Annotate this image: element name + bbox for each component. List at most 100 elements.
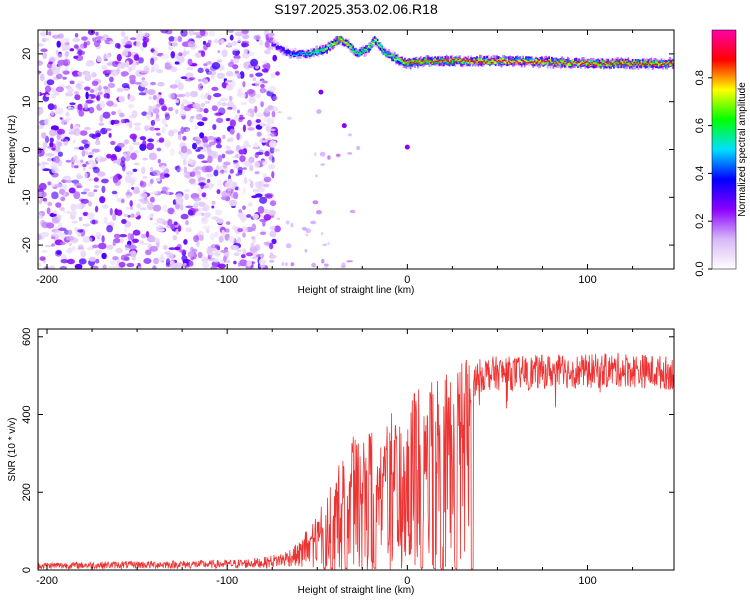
ridge-cell — [393, 58, 396, 60]
noise-blob — [71, 210, 77, 216]
ridge-cell — [525, 62, 527, 64]
noise-blob — [215, 144, 222, 149]
noise-blob — [65, 235, 75, 241]
noise-blob — [252, 238, 256, 243]
ridge-cell — [551, 57, 553, 64]
noise-blob — [197, 154, 205, 160]
noise-blob — [226, 145, 232, 151]
ridge-cell — [372, 43, 375, 45]
ridge-cell — [633, 62, 635, 67]
ridge-cell — [355, 52, 357, 55]
noise-blob — [269, 146, 275, 154]
ridge-cell — [522, 60, 524, 62]
noise-blob — [150, 119, 156, 126]
ridge-cell — [504, 60, 507, 64]
noise-blob — [38, 91, 41, 97]
ridge-cell — [308, 54, 311, 57]
noise-blob — [185, 220, 189, 226]
ridge-cell — [454, 58, 457, 62]
noise-blob — [221, 49, 228, 57]
ridge-cell — [323, 49, 326, 52]
noise-blob — [92, 166, 98, 170]
noise-blob — [101, 66, 108, 71]
ridge-cell — [564, 60, 566, 62]
noise-blob — [120, 71, 129, 77]
noise-blob — [124, 44, 132, 49]
noise-blob — [38, 215, 44, 219]
noise-blob — [72, 73, 79, 77]
noise-blob — [150, 57, 155, 66]
noise-blob — [51, 67, 61, 74]
noise-blob — [122, 39, 126, 48]
noise-blob — [348, 260, 354, 263]
ridge-cell — [386, 55, 389, 57]
noise-blob — [169, 84, 178, 89]
noise-blob — [55, 202, 62, 208]
noise-blob — [242, 33, 250, 40]
ridge-cell — [584, 61, 586, 64]
ridge-cell — [362, 50, 364, 52]
ridge-cell — [297, 50, 300, 54]
noise-blob — [241, 30, 249, 35]
noise-blob — [264, 150, 270, 157]
noise-blob — [216, 179, 224, 187]
noise-blob — [55, 73, 63, 80]
ridge-cell — [321, 47, 324, 51]
ridge-cell — [404, 59, 406, 62]
noise-blob — [72, 139, 76, 144]
noise-blob — [214, 112, 223, 117]
snr-panel: -200 -100 0 100 0 200 400 600 Height of straigh… — [7, 328, 675, 596]
noise-blob — [150, 166, 154, 173]
noise-blob — [62, 175, 71, 181]
noise-blob — [240, 254, 246, 259]
noise-blob — [248, 156, 255, 164]
ridge-cell — [499, 60, 501, 63]
y-tick-label: -20 — [21, 237, 33, 253]
noise-blob — [232, 64, 239, 70]
ridge-cell — [670, 62, 673, 64]
ridge-cell — [283, 47, 285, 51]
ridge-cell — [483, 60, 486, 62]
noise-blob — [50, 93, 57, 99]
noise-blob — [59, 241, 66, 246]
ridge-cell — [430, 61, 432, 64]
ridge-cell — [493, 59, 496, 61]
noise-blob — [184, 193, 189, 200]
noise-blob — [117, 142, 125, 148]
noise-blob — [160, 165, 167, 171]
noise-blob — [214, 244, 220, 249]
ridge-cell — [569, 62, 572, 64]
noise-blob — [145, 249, 152, 256]
ridge-cell — [275, 47, 278, 50]
ridge-cell — [421, 60, 424, 64]
noise-blob — [92, 244, 99, 249]
noise-blob — [203, 196, 209, 200]
noise-blob — [48, 31, 52, 36]
noise-blob — [39, 256, 46, 261]
noise-blob — [341, 262, 346, 268]
noise-blob — [162, 244, 168, 251]
noise-blob — [59, 265, 68, 269]
ridge-cell — [281, 48, 284, 55]
ridge-cell — [532, 61, 535, 63]
noise-blob — [192, 197, 202, 201]
noise-blob — [101, 185, 106, 194]
ridge-cell — [631, 63, 634, 66]
noise-blob — [175, 197, 184, 205]
ridge-cell — [575, 62, 578, 64]
noise-blob — [87, 30, 96, 36]
ridge-cell — [405, 63, 408, 65]
ridge-cell — [369, 43, 372, 46]
noise-blob — [251, 223, 257, 232]
noise-blob — [38, 107, 44, 115]
ridge-cell — [530, 61, 533, 65]
ridge-cell — [399, 59, 402, 63]
ridge-cell — [659, 61, 661, 64]
colorbar-tick-label: 0.6 — [694, 118, 706, 133]
noise-blob — [170, 51, 176, 59]
y-tick-label: 400 — [21, 405, 33, 423]
ridge-cell — [533, 60, 536, 63]
y-tick-label: 600 — [21, 328, 33, 346]
noise-blob — [195, 149, 201, 152]
noise-blob — [68, 242, 73, 247]
